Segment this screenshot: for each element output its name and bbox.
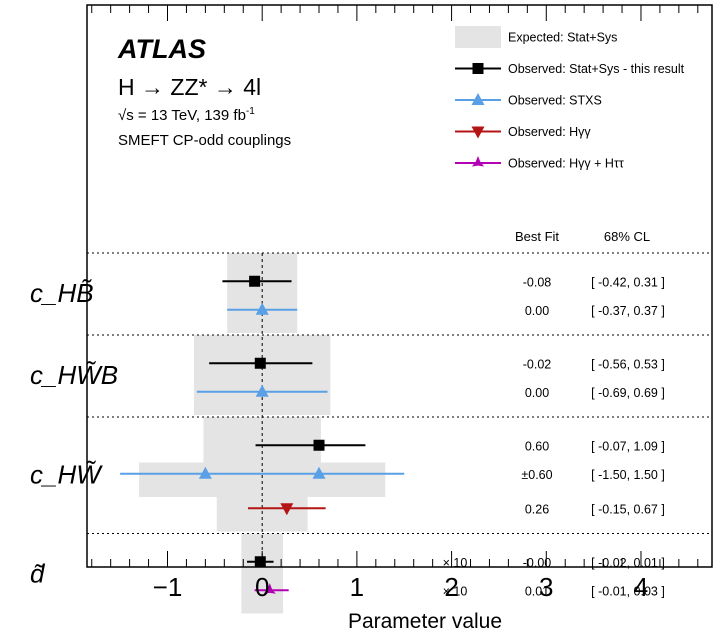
cl-interval: [ -1.50, 1.50 ] (591, 468, 665, 482)
parameter-label: d̃ (30, 559, 46, 589)
best-fit-marker (254, 556, 266, 568)
energy-label-text: √s = 13 TeV, 139 fb (118, 107, 246, 124)
scale-note: × 10 (443, 584, 468, 598)
best-fit-marker (313, 439, 325, 451)
cl-interval: [ -0.15, 0.67 ] (591, 502, 665, 516)
best-fit-value: 0.01 (525, 584, 549, 598)
legend-marker (471, 93, 485, 105)
process-label: H → ZZ* → 4l (118, 74, 261, 100)
row-values: -0.08 [ -0.42, 0.31 ] 0.00 [ -0.37, 0.37 ] -… (443, 275, 665, 598)
best-fit-marker (198, 466, 212, 479)
best-fit-value: 0.60 (525, 439, 549, 453)
expected-band (241, 579, 284, 614)
x-tick-label: 0 (255, 572, 269, 602)
legend-entry-label: Observed: Stat+Sys - this result (508, 62, 685, 76)
best-fit-marker (280, 503, 294, 516)
x-tick-label: 2 (444, 572, 458, 602)
experiment-label: ATLAS (117, 34, 206, 64)
best-fit-marker (312, 466, 326, 479)
legend-entry-label: Expected: Stat+Sys (508, 31, 617, 45)
cl-interval: [ -0.01, 0.03 ] (591, 584, 665, 598)
best-fit-value: -0.02 (523, 357, 552, 371)
parameter-labels: c_HB̃ c_HW̃B c_HW̃ d̃ (30, 278, 118, 589)
energy-label: √s = 13 TeV, 139 fb-1 (118, 106, 255, 124)
x-tick-label: −1 (153, 572, 183, 602)
legend-marker (471, 156, 485, 167)
parameter-label: c_HB̃ (30, 278, 94, 308)
parameter-label: c_HW̃ (30, 459, 103, 489)
legend-entry-label: Observed: STXS (508, 94, 602, 108)
expected-band (216, 497, 308, 532)
best-fit-value: 0.00 (525, 386, 549, 400)
legend-entry-label: Observed: Hγγ + Hττ (508, 157, 624, 171)
chart-subtitle: SMEFT CP-odd couplings (118, 132, 291, 149)
cl-interval: [ -0.42, 0.31 ] (591, 275, 665, 289)
legend-marker (472, 63, 484, 74)
best-fit-value: ±0.60 (521, 468, 552, 482)
x-tick-label: 4 (634, 572, 648, 602)
group-separators (87, 252, 712, 534)
cl-interval: [ -0.56, 0.53 ] (591, 357, 665, 371)
x-tick-label: 1 (350, 572, 364, 602)
cl-interval: [ -0.07, 1.09 ] (591, 439, 665, 453)
legend: Expected: Stat+Sys Observed: Stat+Sys - t… (455, 26, 685, 171)
plot-frame (86, 4, 713, 568)
x-axis-label: Parameter value (348, 610, 502, 633)
best-fit-marker (249, 275, 261, 287)
cl-interval: [ -0.69, 0.69 ] (591, 386, 665, 400)
expected-band (139, 462, 386, 497)
data-marks (120, 275, 405, 594)
best-fit-marker (255, 384, 269, 397)
lumi-superscript: -1 (246, 106, 255, 117)
x-axis: −1 0 1 2 3 4 (91, 5, 699, 602)
best-fit-value: 0.26 (525, 502, 549, 516)
best-fit-value: -0.08 (523, 275, 552, 289)
x-tick-label: 3 (539, 572, 553, 602)
legend-entry-label: Observed: Hγγ (508, 125, 591, 139)
cl-header: 68% CL (604, 229, 650, 244)
legend-marker (471, 126, 485, 139)
best-fit-value: 0.00 (525, 304, 549, 318)
best-fit-marker (255, 302, 269, 315)
best-fit-header: Best Fit (515, 229, 559, 244)
parameter-label: c_HW̃B (30, 360, 118, 390)
best-fit-marker (254, 357, 266, 369)
legend-swatch-expected (455, 26, 501, 48)
best-fit-marker (263, 583, 276, 594)
cl-interval: [ -0.37, 0.37 ] (591, 304, 665, 318)
